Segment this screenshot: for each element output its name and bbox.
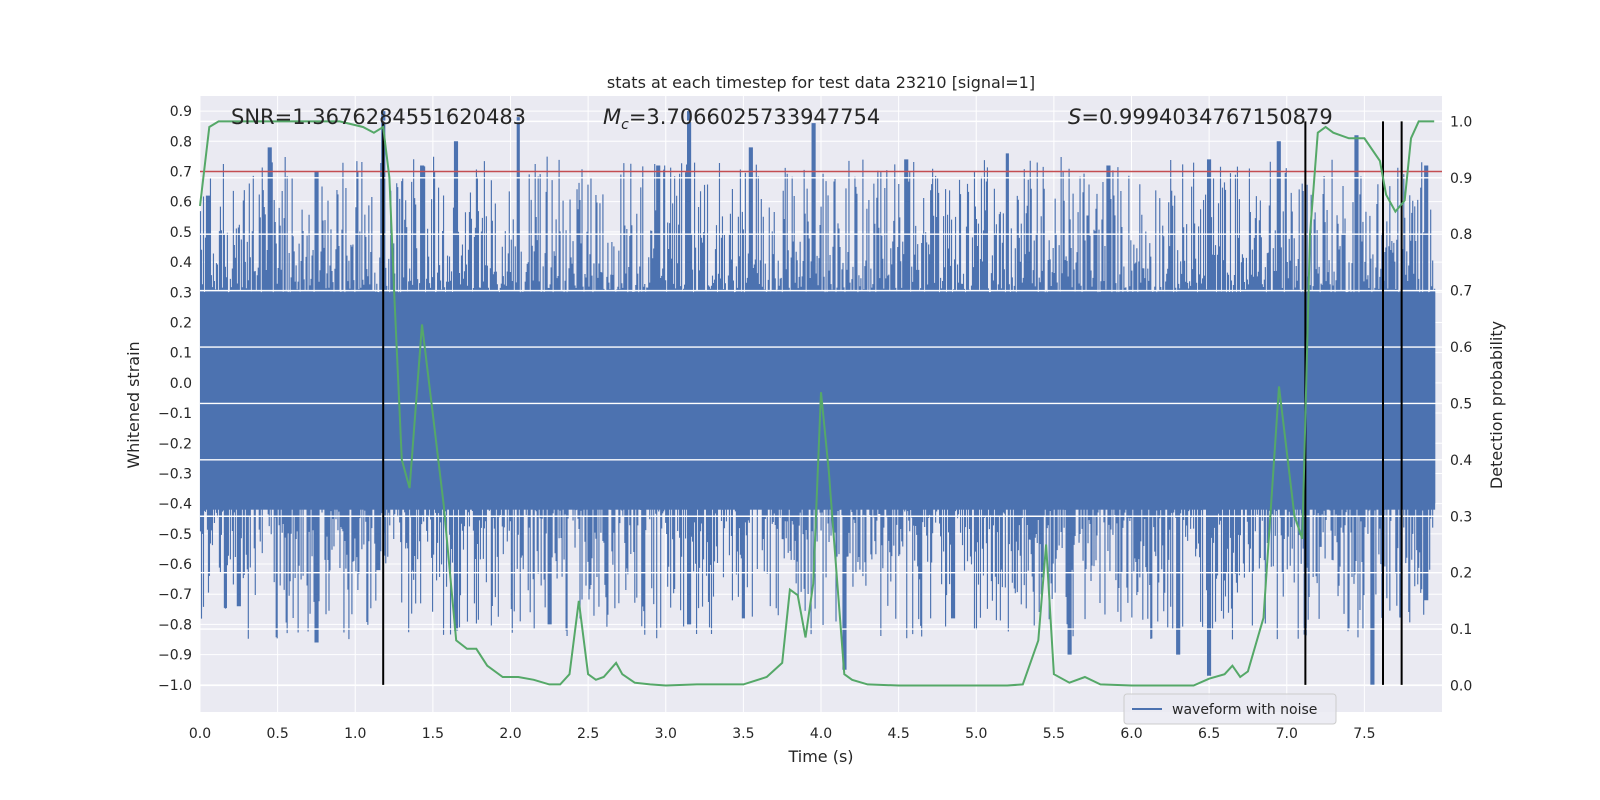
y-tick-label: 0.0 — [170, 376, 192, 392]
y-tick-label: 0.1 — [170, 346, 192, 362]
detection-probability-line — [199, 120, 1435, 687]
x-tick-labels: 0.0 0.5 1.0 1.5 2.0 2.5 3.0 3.5 4.0 4.5 5.0 5.5 6.0 6… — [189, 726, 1376, 742]
x-tick-label: 2.5 — [577, 726, 599, 742]
y-tick-label: 0.9 — [170, 104, 192, 120]
y-tick-label: 0.5 — [170, 225, 192, 241]
x-tick-label: 5.5 — [1043, 726, 1065, 742]
x-tick-label: 5.0 — [965, 726, 987, 742]
x-tick-label: 7.5 — [1353, 726, 1375, 742]
chirp-mass-value: =3.7066025733947754 — [629, 105, 880, 129]
x-tick-label: 2.0 — [499, 726, 521, 742]
y2-tick-label: 0.7 — [1450, 284, 1472, 300]
y2-tick-label: 0.1 — [1450, 622, 1472, 638]
y-tick-label: 0.3 — [170, 285, 192, 301]
y-tick-label: −0.7 — [158, 587, 192, 603]
y-tick-label: −0.8 — [158, 617, 192, 633]
y2-axis-label: Detection probability — [1487, 321, 1506, 489]
y-tick-label: −0.9 — [158, 648, 192, 664]
x-axis-label: Time (s) — [787, 747, 853, 766]
y2-tick-label: 0.9 — [1450, 171, 1472, 187]
event-lines — [382, 121, 1403, 685]
x-tick-label: 6.5 — [1198, 726, 1220, 742]
y-tick-label: −1.0 — [158, 678, 192, 694]
x-tick-label: 3.5 — [732, 726, 754, 742]
legend-box — [1123, 693, 1337, 725]
legend-label-waveform: waveform with noise — [1172, 702, 1317, 718]
y-axis-label: Whitened strain — [124, 341, 143, 468]
y-tick-label: −0.2 — [158, 436, 192, 452]
y-tick-label: 0.4 — [170, 255, 192, 271]
y2-tick-label: 0.3 — [1450, 509, 1472, 525]
y-tick-label: 0.6 — [170, 195, 192, 211]
y2-tick-label: 0.4 — [1450, 453, 1472, 469]
y-tick-label: −0.5 — [158, 527, 192, 543]
y-tick-label: −0.1 — [158, 406, 192, 422]
x-tick-label: 0.5 — [266, 726, 288, 742]
y-tick-label: −0.4 — [158, 497, 192, 513]
x-tick-label: 6.0 — [1120, 726, 1142, 742]
y-tick-label: 0.7 — [170, 164, 192, 180]
x-tick-label: 1.5 — [422, 726, 444, 742]
x-tick-label: 7.0 — [1276, 726, 1298, 742]
chirp-mass-subscript: c — [621, 117, 629, 133]
chart-title: stats at each timestep for test data 232… — [607, 73, 1035, 92]
snr-annotation: SNR=1.3676284551620483 — [231, 105, 526, 129]
y2-tick-label: 0.6 — [1450, 340, 1472, 356]
y2-tick-label: 0.5 — [1450, 396, 1472, 412]
x-tick-label: 4.5 — [887, 726, 909, 742]
y-tick-labels: 0.9 0.8 0.7 0.6 0.5 0.4 0.3 0.2 0.1 0.0 −0.1 −0.2 −0… — [158, 104, 192, 694]
y-tick-label: −0.3 — [158, 466, 192, 482]
score-value: =0.9994034767150879 — [1081, 105, 1332, 129]
x-tick-label: 0.0 — [189, 726, 211, 742]
legend: waveform with noise — [1123, 693, 1337, 725]
score-symbol: S — [1068, 105, 1081, 129]
y-tick-label: 0.8 — [170, 134, 192, 150]
y2-tick-label: 0.2 — [1450, 566, 1472, 582]
x-tick-label: 1.0 — [344, 726, 366, 742]
y2-tick-labels: 1.0 0.9 0.8 0.7 0.6 0.5 0.4 0.3 0.2 0.1 0.0 — [1450, 114, 1472, 694]
y2-tick-label: 0.8 — [1450, 227, 1472, 243]
y-tick-label: −0.6 — [158, 557, 192, 573]
x-tick-label: 4.0 — [810, 726, 832, 742]
score-annotation: S=0.9994034767150879 — [1068, 105, 1333, 129]
y2-tick-label: 1.0 — [1450, 114, 1472, 130]
x-tick-label: 3.0 — [655, 726, 677, 742]
chirp-mass-annotation: Mc=3.7066025733947754 — [603, 105, 880, 133]
chirp-mass-symbol: M — [603, 105, 621, 129]
y2-tick-label: 0.0 — [1450, 678, 1472, 694]
y-tick-label: 0.2 — [170, 315, 192, 331]
